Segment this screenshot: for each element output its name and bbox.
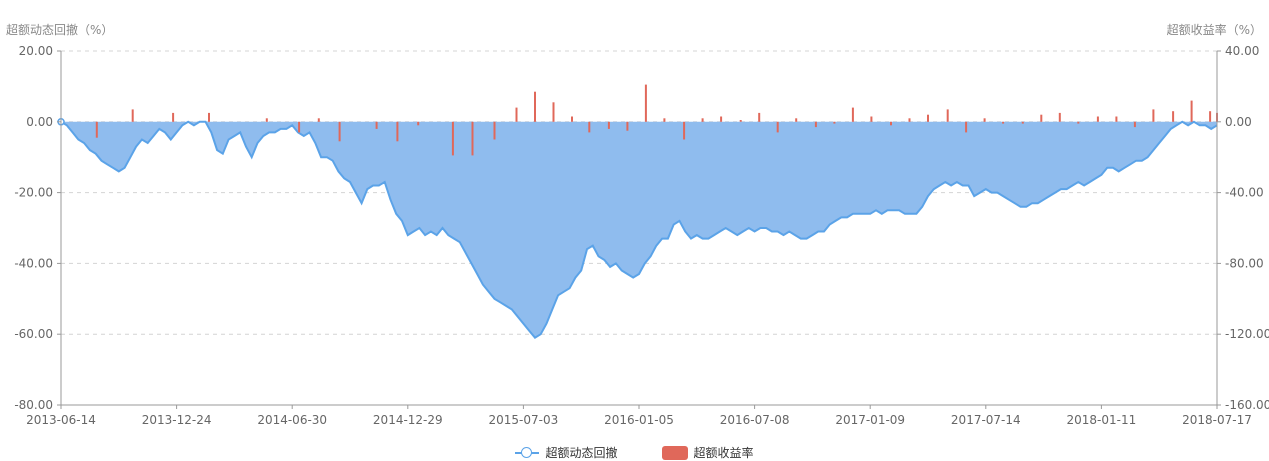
right-tick-label: -120.00: [1225, 327, 1269, 341]
return-bar: [890, 121, 892, 126]
drawdown-line: [60, 120, 1218, 340]
right-tick-label: 40.00: [1225, 44, 1259, 58]
return-bar: [471, 121, 474, 156]
left-tick-label: 20.00: [19, 44, 53, 58]
left-tick-label: -20.00: [14, 186, 53, 200]
return-bar: [683, 121, 686, 140]
left-tick-label: 0.00: [26, 115, 53, 129]
return-bar: [493, 121, 496, 140]
return-bar: [396, 121, 399, 142]
return-bar: [908, 118, 911, 122]
x-tick-labels: 2013-06-14 2013-12-24 2014-06-30 2014-12-29…: [26, 413, 1252, 427]
return-bar: [758, 112, 761, 122]
x-tick-label: 2018-01-11: [1067, 413, 1137, 427]
legend-item-return[interactable]: 超额收益率: [661, 444, 754, 461]
left-tick-label: -60.00: [14, 327, 53, 341]
right-tick-label: -80.00: [1225, 256, 1264, 270]
return-bar: [776, 121, 779, 133]
right-tick-label: 0.00: [1225, 115, 1252, 129]
return-bar: [1152, 109, 1155, 122]
return-bar: [1209, 111, 1212, 122]
return-bar: [172, 112, 175, 122]
legend-label-return: 超额收益率: [693, 446, 754, 460]
return-bar: [927, 114, 929, 122]
return-bar: [833, 121, 836, 124]
legend-line-marker-icon: [515, 446, 540, 459]
return-bar: [644, 84, 647, 122]
legend-item-drawdown[interactable]: 超额动态回撤: [515, 444, 618, 461]
return-bar: [451, 121, 454, 156]
left-tick-label: -40.00: [14, 256, 53, 270]
return-bar: [1096, 116, 1099, 122]
return-bar: [720, 116, 723, 122]
return-bar: [795, 118, 798, 122]
return-bar: [1058, 112, 1061, 122]
x-tick-label: 2017-07-14: [951, 413, 1021, 427]
return-bar: [1133, 121, 1136, 128]
return-bar: [983, 118, 986, 122]
return-bar: [552, 102, 555, 122]
return-bar: [317, 118, 320, 122]
return-bar: [1002, 121, 1005, 124]
return-bar: [1115, 116, 1118, 122]
return-bar: [95, 121, 98, 138]
return-bar: [851, 107, 854, 122]
axes: [57, 50, 1221, 409]
return-bar: [417, 121, 420, 126]
x-tick-label: 2016-01-05: [604, 413, 674, 427]
return-bar: [814, 121, 817, 128]
return-bar: [607, 121, 610, 129]
return-bar: [946, 109, 949, 122]
left-tick-label: -80.00: [14, 398, 53, 412]
return-bar: [870, 116, 873, 122]
x-tick-label: 2015-07-03: [489, 413, 559, 427]
return-bar: [1172, 111, 1175, 122]
x-tick-label: 2013-06-14: [26, 413, 96, 427]
return-bar: [1077, 121, 1080, 124]
x-tick-label: 2014-06-30: [257, 413, 327, 427]
right-tick-labels: 40.00 0.00 -40.00 -80.00 -120.00 -160.00: [1225, 44, 1269, 412]
return-bar: [626, 121, 629, 131]
drawdown-area-layer: [57, 118, 1218, 340]
return-bar: [298, 121, 301, 133]
return-bars-layer: [95, 84, 1218, 156]
left-tick-labels: 20.00 0.00 -20.00 -40.00 -60.00 -80.00: [14, 44, 53, 412]
return-bar: [739, 120, 742, 122]
return-bar: [131, 109, 134, 122]
right-tick-label: -160.00: [1225, 398, 1269, 412]
return-bar: [571, 116, 573, 122]
legend: 超额动态回撤 超额收益率: [0, 444, 1269, 461]
legend-label-drawdown: 超额动态回撤: [545, 446, 618, 460]
drawdown-area: [61, 121, 1217, 338]
return-bar: [1040, 114, 1043, 122]
legend-bar-marker-icon: [661, 445, 688, 460]
x-tick-label: 2018-07-17: [1182, 413, 1252, 427]
right-tick-label: -40.00: [1225, 186, 1264, 200]
return-bar: [265, 118, 268, 122]
return-bar: [534, 91, 536, 122]
return-bar: [1021, 121, 1024, 124]
x-tick-label: 2017-01-09: [835, 413, 905, 427]
return-bar: [338, 121, 341, 142]
return-bar: [1190, 100, 1193, 122]
return-bar: [375, 121, 378, 129]
x-tick-label: 2016-07-08: [720, 413, 790, 427]
return-bar: [701, 118, 704, 122]
return-bar: [965, 121, 968, 133]
return-bar: [588, 121, 591, 133]
x-tick-label: 2014-12-29: [373, 413, 443, 427]
return-bar: [208, 112, 210, 122]
left-axis-title: 超额动态回撤（%）: [6, 22, 113, 37]
return-bar: [663, 118, 666, 122]
return-bar: [515, 107, 518, 122]
x-tick-label: 2013-12-24: [142, 413, 212, 427]
right-axis-title: 超额收益率（%）: [1167, 22, 1262, 37]
